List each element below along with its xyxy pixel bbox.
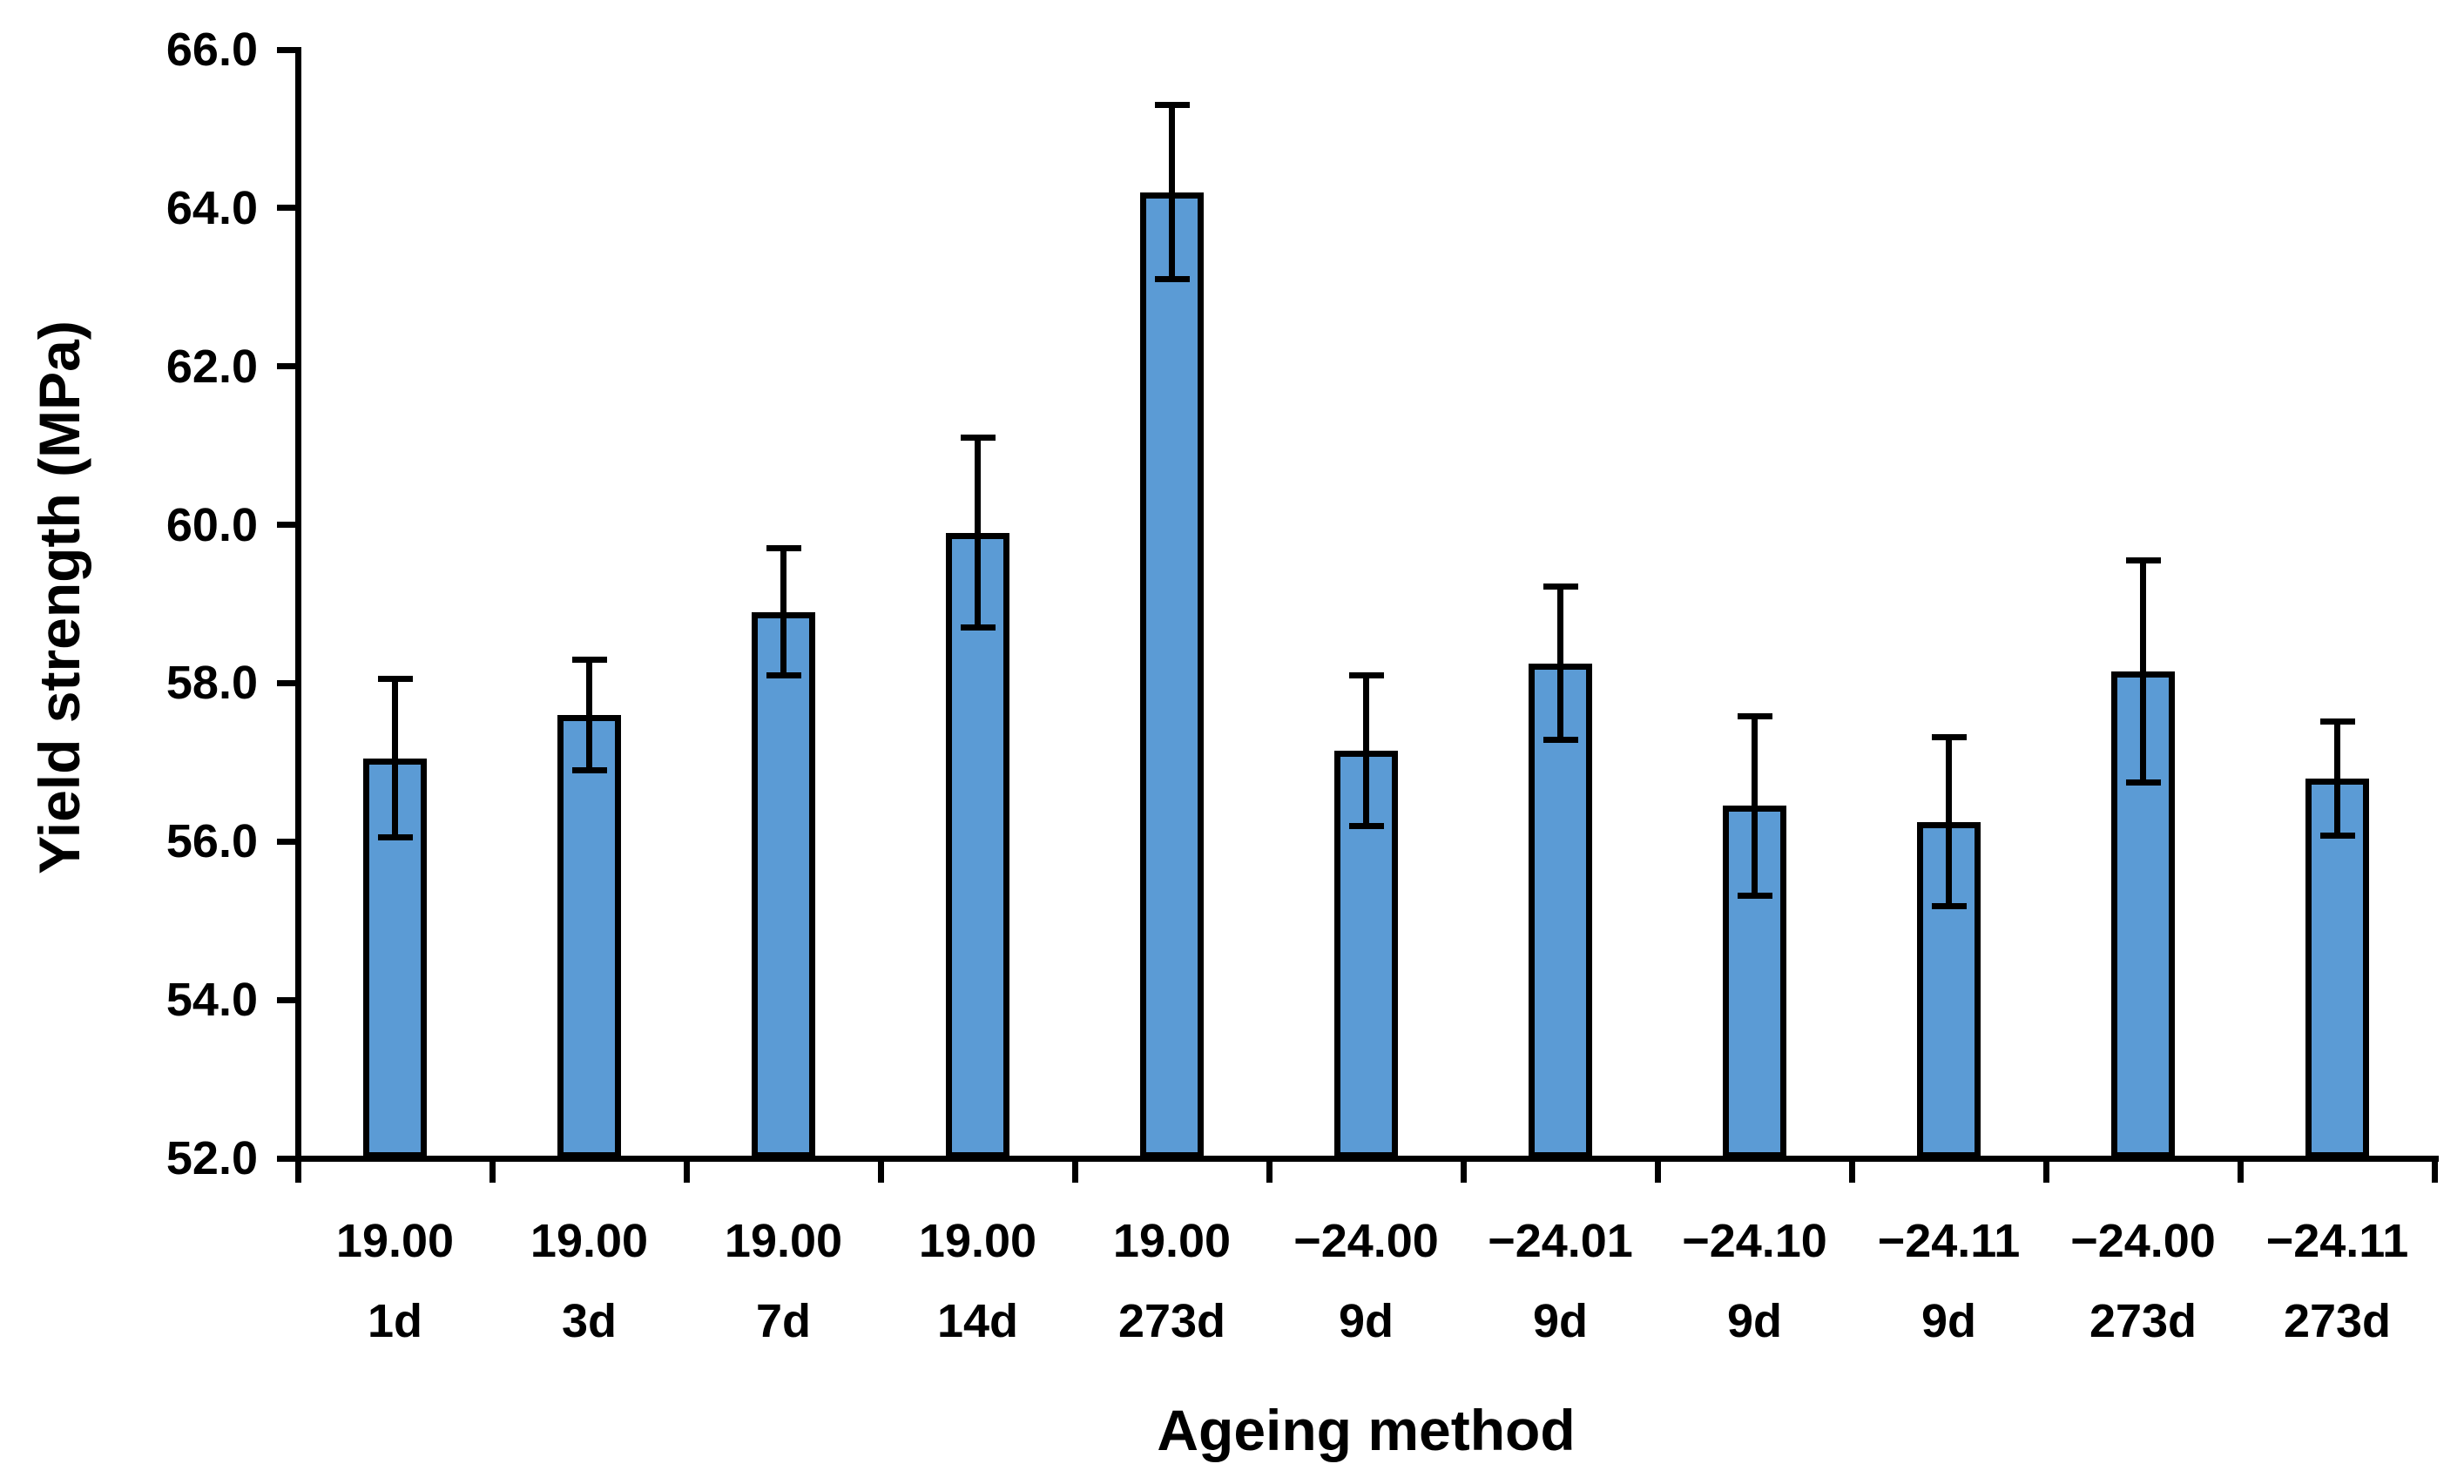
error-bar-cap-bottom: [377, 834, 413, 841]
bar: [363, 758, 427, 1158]
y-tick-mark: [277, 363, 298, 370]
error-bar-line: [392, 678, 398, 838]
y-tick-mark: [277, 522, 298, 529]
y-tick-label: 60.0: [165, 498, 258, 551]
error-bar-line: [586, 659, 592, 771]
bar: [2305, 778, 2369, 1158]
error-bar-line: [1169, 105, 1175, 280]
error-bar-line: [780, 548, 786, 676]
error-bar-cap-top: [571, 656, 607, 663]
x-category-label-line2: 9d: [1726, 1295, 1783, 1347]
error-bar-cap-top: [377, 676, 413, 683]
error-bar-cap-top: [1154, 102, 1190, 109]
x-category-label-line2: 9d: [1532, 1295, 1589, 1347]
x-tick-mark: [683, 1158, 690, 1183]
y-tick-mark: [277, 679, 298, 686]
x-tick-mark: [1848, 1158, 1855, 1183]
error-bar-cap-top: [2319, 718, 2355, 725]
error-bar-line: [1752, 716, 1758, 896]
y-axis-line: [294, 46, 301, 1162]
x-tick-mark: [877, 1158, 884, 1183]
y-tick-mark: [277, 996, 298, 1003]
x-category-label-line2: 7d: [755, 1295, 812, 1347]
error-bar-line: [1363, 675, 1369, 826]
error-bar-line: [975, 437, 981, 628]
x-category-label-line1: 19.00: [530, 1215, 649, 1267]
x-category-label-line2: 273d: [1117, 1295, 1226, 1347]
error-bar-cap-bottom: [1154, 276, 1190, 283]
x-category-label-line1: −24.00: [1293, 1215, 1439, 1267]
y-tick-label: 54.0: [165, 974, 258, 1027]
error-bar-cap-bottom: [1931, 903, 1967, 910]
x-category-label-line2: 273d: [2283, 1295, 2392, 1347]
x-tick-mark: [2431, 1158, 2438, 1183]
error-bar-cap-top: [1348, 671, 1384, 678]
bar: [557, 714, 621, 1158]
error-bar-cap-bottom: [1737, 892, 1772, 899]
x-category-label-line2: 273d: [2089, 1295, 2197, 1347]
bar: [1723, 806, 1786, 1158]
x-category-label-line1: 19.00: [918, 1215, 1037, 1267]
y-tick-mark: [277, 46, 298, 53]
y-tick-label: 58.0: [165, 657, 258, 710]
x-axis-title: Ageing method: [1157, 1398, 1576, 1462]
error-bar-cap-top: [766, 545, 801, 552]
y-tick-mark: [277, 205, 298, 212]
x-category-label-line1: −24.01: [1488, 1215, 1633, 1267]
error-bar-line: [1946, 737, 1952, 907]
x-tick-mark: [1460, 1158, 1467, 1183]
error-bar-cap-top: [1543, 583, 1578, 590]
x-category-label-line1: 19.00: [724, 1215, 843, 1267]
error-bar-line: [2334, 721, 2340, 835]
y-tick-label: 52.0: [165, 1132, 258, 1184]
y-tick-label: 64.0: [165, 181, 258, 234]
x-category-label-line2: 9d: [1921, 1295, 1977, 1347]
error-bar-cap-top: [1931, 733, 1967, 740]
y-tick-label: 66.0: [165, 24, 258, 76]
error-bar-line: [2140, 560, 2146, 783]
x-tick-mark: [2042, 1158, 2049, 1183]
x-category-label-line2: 3d: [561, 1295, 618, 1347]
bar: [1140, 192, 1204, 1158]
x-category-label-line1: −24.10: [1682, 1215, 1827, 1267]
x-tick-mark: [489, 1158, 496, 1183]
y-tick-mark: [277, 838, 298, 845]
x-category-label-line2: 1d: [367, 1295, 423, 1347]
error-bar-cap-top: [1737, 713, 1772, 720]
error-bar-cap-top: [2125, 556, 2161, 563]
y-tick-label: 56.0: [165, 815, 258, 868]
x-category-label-line1: 19.00: [1112, 1215, 1232, 1267]
bar: [752, 611, 815, 1158]
x-category-label-line1: −24.11: [1877, 1215, 2021, 1267]
x-category-label-line2: 14d: [936, 1295, 1019, 1347]
error-bar-cap-bottom: [571, 766, 607, 773]
error-bar-cap-bottom: [1348, 822, 1384, 829]
x-tick-mark: [1071, 1158, 1078, 1183]
x-tick-mark: [2237, 1158, 2244, 1183]
x-category-label-line1: −24.00: [2070, 1215, 2216, 1267]
x-tick-mark: [1654, 1158, 1661, 1183]
x-axis-line: [277, 1155, 2439, 1162]
error-bar-cap-bottom: [1543, 737, 1578, 744]
error-bar-cap-bottom: [766, 671, 801, 678]
x-category-label-line1: −24.11: [2265, 1215, 2409, 1267]
x-tick-mark: [1266, 1158, 1273, 1183]
error-bar-cap-bottom: [2125, 779, 2161, 786]
error-bar-cap-bottom: [960, 624, 996, 631]
x-category-label-line2: 9d: [1338, 1295, 1394, 1347]
error-bar-line: [1557, 586, 1563, 740]
error-bar-cap-top: [960, 435, 996, 442]
bar: [1529, 663, 1592, 1158]
x-category-label-line1: 19.00: [335, 1215, 455, 1267]
x-tick-mark: [294, 1158, 301, 1183]
error-bar-cap-bottom: [2319, 832, 2355, 839]
y-tick-label: 62.0: [165, 340, 258, 393]
